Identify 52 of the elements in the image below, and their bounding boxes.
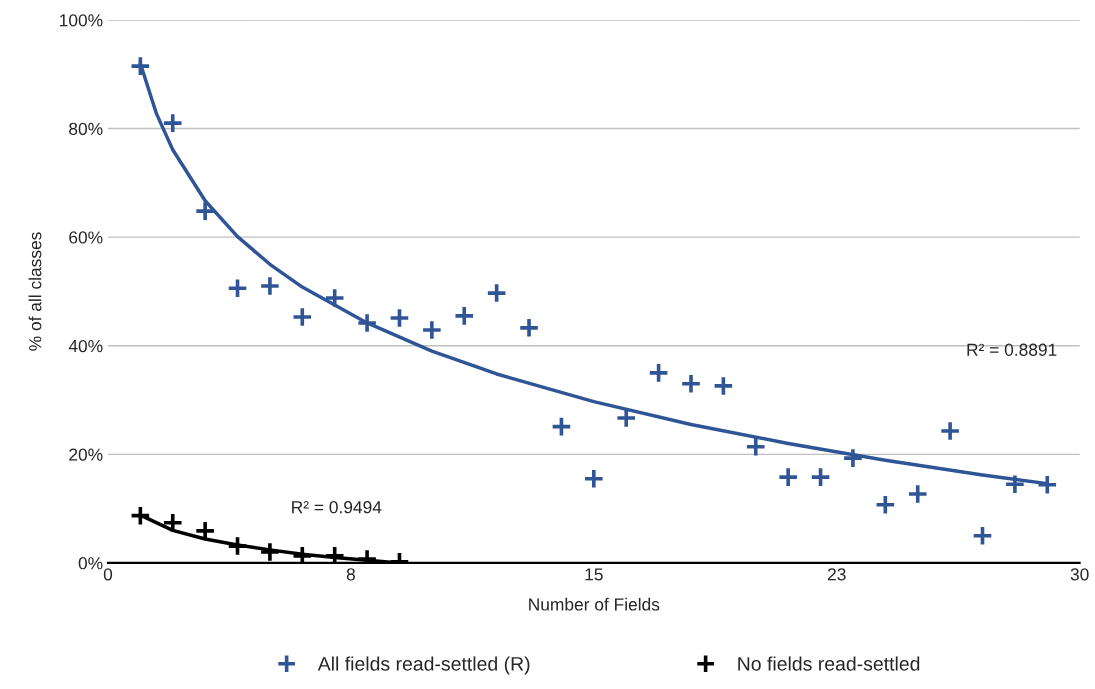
- point: [162, 112, 184, 134]
- point: [1004, 473, 1026, 495]
- point: [259, 541, 281, 563]
- point: [129, 55, 151, 77]
- point: [842, 447, 864, 469]
- point: [809, 466, 832, 488]
- y-tick-label: 100%: [60, 14, 103, 27]
- y-tick-label: 80%: [69, 122, 103, 136]
- point: [874, 494, 896, 516]
- point: [907, 483, 929, 505]
- point: [712, 375, 734, 397]
- point: [777, 466, 799, 488]
- point: [162, 512, 184, 534]
- legend-label: No fields read-settled: [738, 656, 920, 671]
- x-tick-label: 15: [585, 568, 603, 581]
- point: [1036, 474, 1058, 496]
- y-tick-label: 60%: [69, 231, 103, 244]
- point: [356, 312, 378, 334]
- point: [291, 306, 313, 328]
- legend-label: All fields read-settled (R): [317, 656, 530, 675]
- point: [583, 468, 605, 490]
- x-tick-label: 23: [827, 568, 846, 581]
- y-tick-label: 40%: [68, 339, 103, 353]
- x-tick-label: 30: [1070, 568, 1089, 581]
- x-axis-title: Number of Fields: [529, 597, 660, 611]
- point: [324, 287, 346, 309]
- point: [745, 436, 767, 458]
- point: [971, 525, 994, 547]
- y-tick-label: 20%: [69, 448, 103, 461]
- point: [259, 275, 281, 297]
- point: [680, 373, 702, 395]
- point: [226, 535, 249, 557]
- point: [291, 545, 313, 563]
- x-tick-label: 8: [346, 568, 355, 581]
- point: [939, 420, 961, 442]
- x-tick-label: 0: [103, 568, 113, 581]
- point: [421, 319, 443, 341]
- annotation: R² = 0.9494: [292, 501, 382, 514]
- point: [129, 505, 151, 527]
- point: [550, 416, 573, 438]
- point: [388, 307, 411, 329]
- point: [615, 407, 637, 429]
- point: [324, 545, 346, 563]
- point: [226, 277, 249, 299]
- point: [194, 200, 216, 222]
- point: [453, 305, 475, 327]
- annotation: R² = 0.8891: [967, 343, 1057, 356]
- point: [486, 282, 508, 304]
- y-tick-label: 0%: [78, 557, 103, 570]
- y-axis-title: % of all classes: [28, 232, 42, 351]
- point: [518, 317, 540, 339]
- point: [648, 362, 670, 384]
